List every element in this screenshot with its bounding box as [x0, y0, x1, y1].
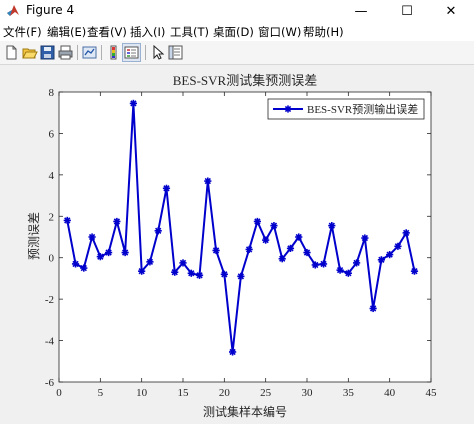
data-point — [270, 222, 278, 230]
data-point — [377, 256, 385, 264]
close-icon: ✕ — [445, 3, 457, 19]
legend-label: BES-SVR预测输出误差 — [307, 102, 418, 116]
menu-window[interactable]: 窗口(W) — [258, 25, 302, 39]
data-point — [361, 234, 369, 242]
x-tick-label: 30 — [302, 387, 314, 399]
maximize-button[interactable]: ☐ — [384, 0, 430, 22]
data-point — [171, 268, 179, 276]
maximize-icon: ☐ — [401, 3, 413, 19]
minimize-icon: — — [354, 3, 368, 19]
data-point — [303, 248, 311, 257]
data-point — [278, 255, 286, 263]
save-icon[interactable] — [39, 44, 56, 61]
data-point — [402, 229, 410, 237]
data-point — [229, 348, 237, 356]
y-tick-label: 2 — [49, 211, 55, 223]
minimize-button[interactable]: — — [338, 0, 384, 22]
data-point — [336, 266, 344, 274]
data-point — [410, 267, 419, 275]
data-point — [295, 233, 303, 241]
data-point — [187, 269, 195, 277]
data-point — [179, 259, 187, 267]
data-point — [204, 177, 212, 185]
data-point — [154, 227, 162, 235]
data-point — [96, 253, 104, 261]
y-tick-label: 0 — [49, 253, 55, 265]
property-inspector-icon[interactable] — [167, 44, 184, 61]
data-point — [394, 242, 402, 250]
data-point — [286, 244, 295, 252]
data-point — [121, 248, 129, 257]
data-point — [344, 269, 352, 277]
data-point — [369, 304, 377, 313]
figure-canvas: 0 5 10 15 20 25 30 35 40 45 -6 -4 -2 0 2 4 6 8 BES-SVR预测输… — [0, 65, 474, 420]
plot-area — [58, 91, 432, 383]
data-point — [212, 246, 220, 255]
data-point — [138, 267, 146, 275]
error-line-chart: 0 5 10 15 20 25 30 35 40 45 -6 -4 -2 0 2 4 6 8 BES-SVR预测输… — [27, 73, 438, 419]
data-point — [319, 260, 328, 268]
x-tick-label: 35 — [343, 387, 355, 399]
matlab-logo-icon — [7, 5, 19, 16]
y-tick-label: 6 — [49, 128, 55, 140]
data-point — [129, 99, 137, 107]
data-point — [262, 236, 270, 244]
print-icon[interactable] — [57, 44, 74, 61]
legend-icon[interactable] — [122, 43, 141, 62]
data-point — [386, 251, 394, 259]
x-tick-label: 0 — [56, 387, 62, 399]
data-point — [146, 258, 154, 266]
data-point — [328, 222, 336, 230]
data-point — [245, 245, 253, 254]
menu-view[interactable]: 查看(V) — [87, 25, 127, 39]
x-tick-label: 15 — [178, 387, 190, 399]
menu-insert[interactable]: 插入(I) — [130, 25, 166, 39]
data-point — [80, 264, 88, 272]
title-bar: Figure 4 — ☐ ✕ — [0, 0, 474, 22]
y-tick-label: -6 — [45, 377, 55, 389]
y-axis-label: 预测误差 — [27, 212, 41, 260]
menu-file[interactable]: 文件(F) — [3, 25, 42, 39]
open-file-icon[interactable] — [21, 44, 38, 61]
data-point — [220, 270, 228, 278]
close-button[interactable]: ✕ — [428, 0, 474, 22]
menu-tools[interactable]: 工具(T) — [170, 25, 209, 39]
data-point — [71, 260, 80, 268]
link-plot-icon[interactable] — [81, 44, 98, 61]
x-tick-label: 5 — [98, 387, 104, 399]
data-point — [113, 217, 121, 226]
menu-bar: 文件(F) 编辑(E) 查看(V) 插入(I) 工具(T) 桌面(D) 窗口(W… — [0, 22, 474, 41]
data-point — [105, 248, 113, 257]
menu-edit[interactable]: 编辑(E) — [47, 25, 87, 39]
menu-desktop[interactable]: 桌面(D) — [213, 25, 254, 39]
y-tick-label: 8 — [49, 87, 55, 99]
y-tick-label: -2 — [45, 294, 54, 306]
data-point — [63, 216, 71, 225]
x-axis-label: 测试集样本编号 — [203, 404, 287, 419]
data-point — [195, 271, 204, 279]
window-title: Figure 4 — [26, 3, 75, 17]
chart-title: BES-SVR测试集预测误差 — [173, 73, 317, 88]
data-point — [162, 184, 171, 192]
data-point — [353, 259, 361, 267]
x-tick-label: 10 — [136, 387, 148, 399]
legend-box — [267, 98, 425, 120]
data-point — [237, 272, 245, 280]
y-tick-label: 4 — [49, 170, 55, 182]
x-tick-label: 20 — [219, 387, 231, 399]
data-point — [88, 233, 96, 241]
menu-help[interactable]: 帮助(H) — [303, 25, 344, 39]
data-point — [253, 217, 261, 226]
x-tick-label: 40 — [384, 387, 396, 399]
data-point — [311, 261, 319, 269]
new-figure-icon[interactable] — [3, 44, 20, 61]
y-tick-label: -4 — [45, 336, 55, 348]
legend-marker — [284, 105, 292, 113]
colorbar-icon[interactable] — [105, 44, 122, 61]
pointer-icon[interactable] — [149, 44, 166, 61]
toolbar — [0, 41, 474, 65]
x-tick-label: 45 — [426, 387, 438, 399]
x-tick-label: 25 — [260, 387, 272, 399]
